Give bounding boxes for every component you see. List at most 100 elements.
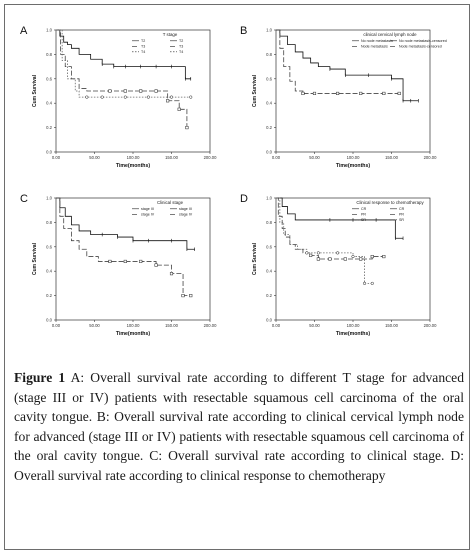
x-axis-label: Time(months) — [116, 163, 150, 169]
x-tick-label: 200.00 — [204, 155, 217, 160]
y-tick-label: 0.0 — [46, 318, 52, 323]
censor-marker — [154, 89, 158, 93]
y-tick-label: 0.4 — [46, 269, 52, 274]
y-tick-label: 0.2 — [266, 125, 272, 130]
panel-c: C 0.0 0.2 0.4 0.6 0.8 1.0 0.00 50.00 100.00 150.00… — [18, 190, 218, 345]
series-line-pr — [276, 197, 384, 260]
y-tick-label: 0.4 — [266, 269, 272, 274]
censor-marker — [343, 257, 347, 261]
y-tick-label: 0.6 — [266, 244, 272, 249]
legend-entry: PR — [361, 213, 366, 217]
legend-entry: T4 — [179, 50, 183, 54]
censor-marker — [123, 89, 127, 93]
legend-entry: Node metastasis — [361, 45, 388, 49]
caption-label: Figure 1 — [14, 370, 66, 385]
y-tick-label: 0.4 — [266, 101, 272, 106]
censor-marker — [108, 89, 112, 93]
x-tick-label: 50.00 — [89, 323, 100, 328]
censor-marker — [189, 95, 193, 99]
survival-chart-c: C 0.0 0.2 0.4 0.6 0.8 1.0 0.00 50.00 100.00 150.00… — [20, 193, 217, 337]
y-tick-label: 0.8 — [266, 52, 272, 57]
x-tick-label: 100.00 — [127, 155, 140, 160]
legend-entry: stage IV — [179, 213, 193, 217]
legend-entry: stage III — [141, 207, 154, 211]
y-tick-label: 0.8 — [46, 220, 52, 225]
censor-marker — [166, 99, 170, 103]
series-line-sr — [276, 197, 373, 284]
x-tick-label: 150.00 — [385, 323, 398, 328]
panel-b: B 0.0 0.2 0.4 0.6 0.8 1.0 0.00 50.00 100.00 150.00… — [238, 22, 447, 177]
censor-marker — [123, 259, 127, 263]
censor-marker — [316, 251, 320, 255]
x-axis-label: Time(months) — [116, 331, 150, 337]
panel-letter: A — [20, 25, 28, 37]
censor-marker — [309, 253, 313, 257]
legend-entry: No node metastasis — [361, 39, 393, 43]
censor-marker — [359, 91, 363, 95]
figure-frame — [4, 4, 470, 550]
y-tick-label: 0.8 — [266, 220, 272, 225]
censor-marker — [370, 255, 374, 259]
x-tick-label: 0.00 — [52, 323, 61, 328]
y-tick-label: 0.2 — [46, 125, 52, 130]
censor-marker — [312, 91, 317, 95]
censor-marker — [359, 257, 363, 261]
x-tick-label: 0.00 — [272, 155, 281, 160]
x-tick-label: 0.00 — [272, 323, 281, 328]
censor-marker — [123, 95, 127, 99]
caption-text: A: Overall survival rate according to di… — [14, 370, 464, 483]
censor-marker — [336, 91, 340, 95]
x-tick-label: 200.00 — [424, 323, 437, 328]
legend-entry: T4 — [141, 50, 145, 54]
series-line-no-node-metastasis — [276, 29, 419, 102]
survival-chart-b: B 0.0 0.2 0.4 0.6 0.8 1.0 0.00 50.00 100.00 150.00… — [240, 25, 447, 169]
legend-entry: stage III — [179, 207, 192, 211]
censor-marker — [177, 107, 181, 111]
legend-title: T stage — [163, 32, 178, 37]
x-tick-label: 50.00 — [309, 155, 320, 160]
x-tick-label: 50.00 — [89, 155, 100, 160]
panel-letter: B — [240, 25, 247, 37]
legend-entry: CR — [399, 207, 405, 211]
censor-marker — [181, 294, 185, 298]
y-tick-label: 0.2 — [266, 293, 272, 298]
legend-title: Clinical stage — [157, 200, 184, 205]
series-line-t4 — [56, 29, 191, 98]
y-tick-label: 0.2 — [46, 293, 52, 298]
y-tick-label: 0.6 — [266, 76, 272, 81]
censor-marker — [85, 95, 89, 99]
x-tick-label: 150.00 — [165, 155, 178, 160]
legend-entry: CR — [361, 207, 367, 211]
x-tick-label: 50.00 — [309, 323, 320, 328]
censor-marker — [146, 95, 150, 99]
y-tick-label: 0.6 — [46, 244, 52, 249]
y-tick-label: 1.0 — [266, 28, 272, 33]
censor-marker — [108, 259, 112, 263]
series-line-cr — [276, 197, 404, 239]
series-line-node-metastasis — [276, 29, 400, 94]
censor-marker — [185, 126, 189, 130]
panel-d: D 0.0 0.2 0.4 0.6 0.8 1.0 0.00 50.00 100.00 150.00… — [238, 190, 438, 345]
censor-marker — [169, 95, 174, 99]
y-tick-label: 0.6 — [46, 76, 52, 81]
x-tick-label: 100.00 — [347, 323, 360, 328]
y-tick-label: 1.0 — [46, 196, 52, 201]
legend-entry: T2 — [179, 39, 183, 43]
x-tick-label: 200.00 — [204, 323, 217, 328]
survival-chart-d: D 0.0 0.2 0.4 0.6 0.8 1.0 0.00 50.00 100.00 150.00… — [240, 193, 437, 337]
legend-entry: T3 — [141, 45, 145, 49]
censor-marker — [363, 281, 367, 285]
legend-title: Clinical response to chemotherapy — [356, 200, 424, 205]
x-tick-label: 100.00 — [127, 323, 140, 328]
y-tick-label: 1.0 — [266, 196, 272, 201]
panel-letter: C — [20, 193, 28, 205]
y-axis-label: Cum Survival — [32, 74, 38, 107]
y-tick-label: 1.0 — [46, 28, 52, 33]
legend-entry: No node metastasis-censored — [399, 39, 447, 43]
y-tick-label: 0.0 — [266, 150, 272, 155]
censor-marker — [316, 257, 320, 261]
censor-marker — [305, 251, 309, 255]
censor-marker — [139, 259, 143, 263]
y-tick-label: 0.4 — [46, 101, 52, 106]
series-line-t3 — [56, 29, 188, 128]
